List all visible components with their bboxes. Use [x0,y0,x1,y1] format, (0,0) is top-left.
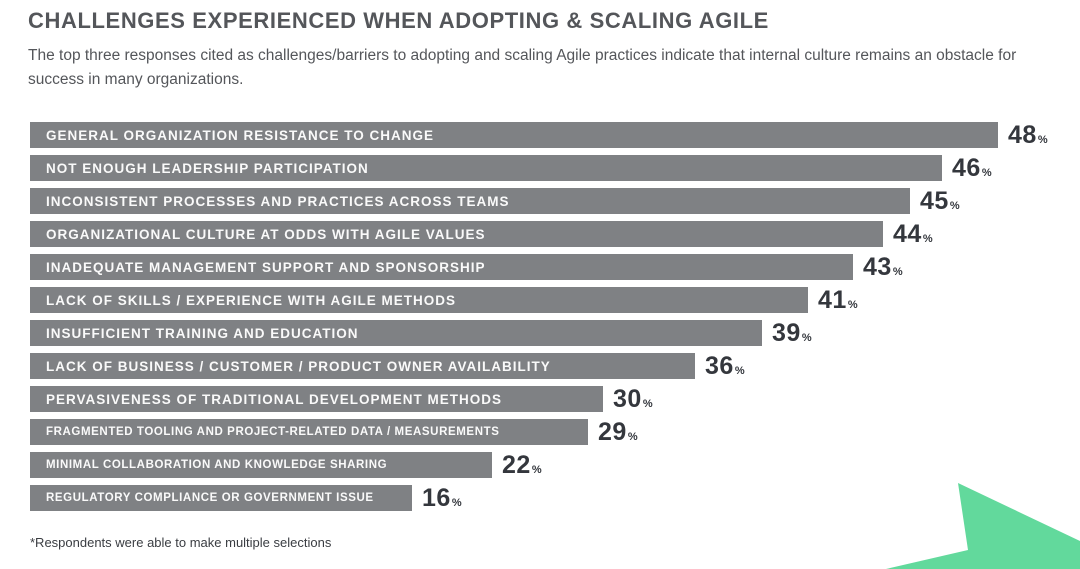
bar-row: INSUFFICIENT TRAINING AND EDUCATION 39 % [30,320,1070,346]
bar-chart: GENERAL ORGANIZATION RESISTANCE TO CHANG… [30,122,1070,518]
bar: INADEQUATE MANAGEMENT SUPPORT AND SPONSO… [30,254,853,280]
page-title: CHALLENGES EXPERIENCED WHEN ADOPTING & S… [28,8,769,33]
percent-sign: % [734,365,745,377]
bar-label: FRAGMENTED TOOLING AND PROJECT-RELATED D… [46,426,500,438]
bar: MINIMAL COLLABORATION AND KNOWLEDGE SHAR… [30,452,492,478]
bar-value-number: 43 [863,253,892,281]
bar-value-number: 45 [920,187,949,215]
bar-value: 48 % [1008,122,1048,148]
percent-sign: % [642,398,653,410]
percent-sign: % [922,233,933,245]
bar-value-number: 48 [1008,121,1037,149]
bar: LACK OF BUSINESS / CUSTOMER / PRODUCT OW… [30,353,695,379]
percent-sign: % [801,332,812,344]
bar-row: LACK OF SKILLS / EXPERIENCE WITH AGILE M… [30,287,1070,313]
bar-label: REGULATORY COMPLIANCE OR GOVERNMENT ISSU… [46,492,374,504]
bar-row: PERVASIVENESS OF TRADITIONAL DEVELOPMENT… [30,386,1070,412]
percent-sign: % [981,167,992,179]
bar-value: 45 % [920,188,960,214]
bar: FRAGMENTED TOOLING AND PROJECT-RELATED D… [30,419,588,445]
bar-value: 43 % [863,254,903,280]
bar-value: 29 % [598,419,638,445]
bar-value-number: 22 [502,451,531,479]
bar-row: REGULATORY COMPLIANCE OR GOVERNMENT ISSU… [30,485,1070,511]
bar: ORGANIZATIONAL CULTURE AT ODDS WITH AGIL… [30,221,883,247]
bar-value-number: 29 [598,418,627,446]
bar-value: 44 % [893,221,933,247]
bar: PERVASIVENESS OF TRADITIONAL DEVELOPMENT… [30,386,603,412]
bar: INCONSISTENT PROCESSES AND PRACTICES ACR… [30,188,910,214]
bar-value-number: 36 [705,352,734,380]
header: CHALLENGES EXPERIENCED WHEN ADOPTING & S… [28,8,1058,92]
bar: REGULATORY COMPLIANCE OR GOVERNMENT ISSU… [30,485,412,511]
bar-label: INCONSISTENT PROCESSES AND PRACTICES ACR… [46,193,510,209]
bar: GENERAL ORGANIZATION RESISTANCE TO CHANG… [30,122,998,148]
bar-label: ORGANIZATIONAL CULTURE AT ODDS WITH AGIL… [46,226,486,242]
percent-sign: % [1037,134,1048,146]
page-subtitle: The top three responses cited as challen… [28,47,1017,89]
bar-row: MINIMAL COLLABORATION AND KNOWLEDGE SHAR… [30,452,1070,478]
bar-label: MINIMAL COLLABORATION AND KNOWLEDGE SHAR… [46,459,388,471]
bar-label: LACK OF SKILLS / EXPERIENCE WITH AGILE M… [46,292,457,308]
bar: NOT ENOUGH LEADERSHIP PARTICIPATION [30,155,942,181]
percent-sign: % [847,299,858,311]
bar-value: 46 % [952,155,992,181]
bar-value-number: 46 [952,154,981,182]
bar-value: 22 % [502,452,542,478]
bar-row: FRAGMENTED TOOLING AND PROJECT-RELATED D… [30,419,1070,445]
percent-sign: % [627,431,638,443]
bar-value: 39 % [772,320,812,346]
bar-value: 41 % [818,287,858,313]
bar-value: 36 % [705,353,745,379]
bar-row: ORGANIZATIONAL CULTURE AT ODDS WITH AGIL… [30,221,1070,247]
bar: INSUFFICIENT TRAINING AND EDUCATION [30,320,762,346]
bar-row: LACK OF BUSINESS / CUSTOMER / PRODUCT OW… [30,353,1070,379]
bar-label: INSUFFICIENT TRAINING AND EDUCATION [46,325,359,341]
bar-label: LACK OF BUSINESS / CUSTOMER / PRODUCT OW… [46,358,551,374]
bar-value: 16 % [422,485,462,511]
bar-row: GENERAL ORGANIZATION RESISTANCE TO CHANG… [30,122,1070,148]
bar-value-number: 44 [893,220,922,248]
bar-label: GENERAL ORGANIZATION RESISTANCE TO CHANG… [46,127,435,143]
bar-value: 30 % [613,386,653,412]
footnote: *Respondents were able to make multiple … [30,535,332,550]
bar-row: INADEQUATE MANAGEMENT SUPPORT AND SPONSO… [30,254,1070,280]
percent-sign: % [949,200,960,212]
bar-label: PERVASIVENESS OF TRADITIONAL DEVELOPMENT… [46,391,503,407]
bar-label: INADEQUATE MANAGEMENT SUPPORT AND SPONSO… [46,259,486,275]
percent-sign: % [451,497,462,509]
percent-sign: % [892,266,903,278]
bar-value-number: 16 [422,484,451,512]
bar-value-number: 30 [613,385,642,413]
bar: LACK OF SKILLS / EXPERIENCE WITH AGILE M… [30,287,808,313]
bar-label: NOT ENOUGH LEADERSHIP PARTICIPATION [46,160,369,176]
bar-row: INCONSISTENT PROCESSES AND PRACTICES ACR… [30,188,1070,214]
bar-value-number: 41 [818,286,847,314]
bar-value-number: 39 [772,319,801,347]
percent-sign: % [531,464,542,476]
bar-row: NOT ENOUGH LEADERSHIP PARTICIPATION 46 % [30,155,1070,181]
